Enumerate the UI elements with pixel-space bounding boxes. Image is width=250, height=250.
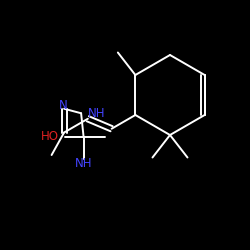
Text: NH: NH (75, 157, 92, 170)
Text: NH: NH (88, 107, 106, 120)
Text: HO: HO (40, 130, 58, 143)
Text: N: N (58, 99, 67, 112)
